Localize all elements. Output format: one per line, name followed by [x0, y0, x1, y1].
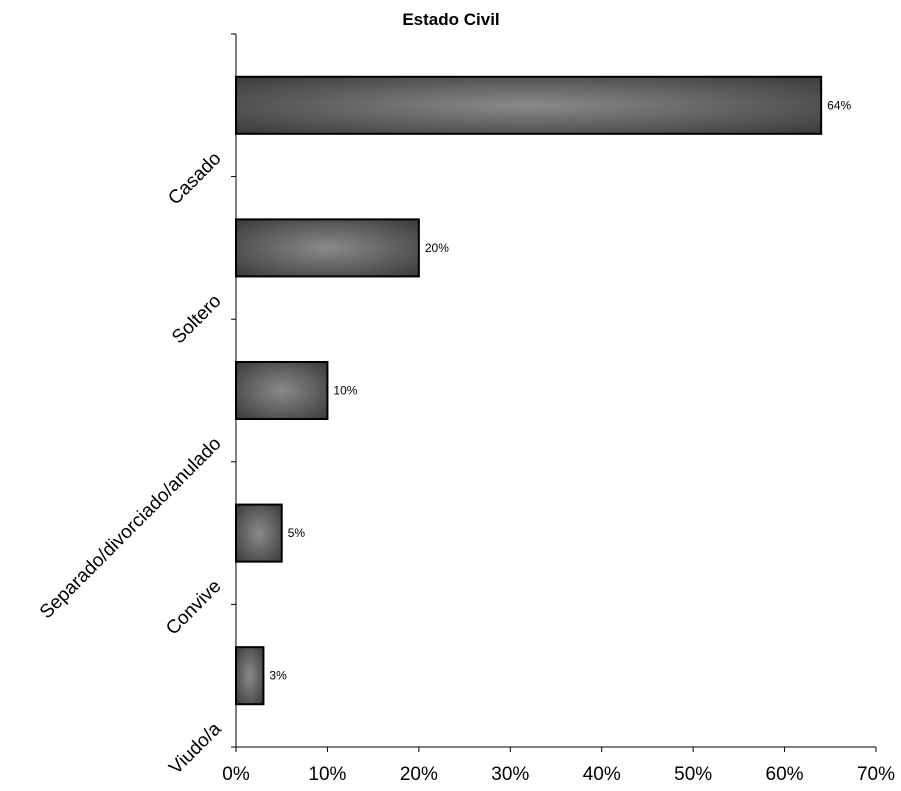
x-tick-label: 60% [766, 764, 804, 785]
bar [235, 218, 420, 278]
bar [235, 646, 265, 706]
category-label: Convive [162, 576, 225, 639]
data-label: 10% [333, 384, 357, 398]
x-tick-label: 30% [491, 764, 529, 785]
x-tick-label: 70% [857, 764, 895, 785]
x-tick-label: 10% [308, 764, 346, 785]
plot-area: 0% 10% 20% 30% 40% 50% 60% 70% 64% Casado 20% Solte… [36, 33, 895, 785]
bar [235, 75, 823, 135]
bar [235, 503, 283, 563]
bar [235, 360, 329, 421]
category-label: Casado [164, 148, 225, 209]
x-tick-label: 0% [222, 764, 250, 785]
x-tick-label: 50% [674, 764, 712, 785]
data-label: 5% [288, 526, 306, 540]
chart-title: Estado Civil [402, 10, 499, 29]
data-label: 3% [269, 669, 287, 683]
category-label: Viudo/a [165, 718, 225, 778]
x-tick-label: 40% [583, 764, 621, 785]
x-tick-label: 20% [400, 764, 438, 785]
data-label: 64% [827, 98, 851, 112]
data-label: 20% [425, 241, 449, 255]
category-label: Soltero [168, 291, 225, 348]
